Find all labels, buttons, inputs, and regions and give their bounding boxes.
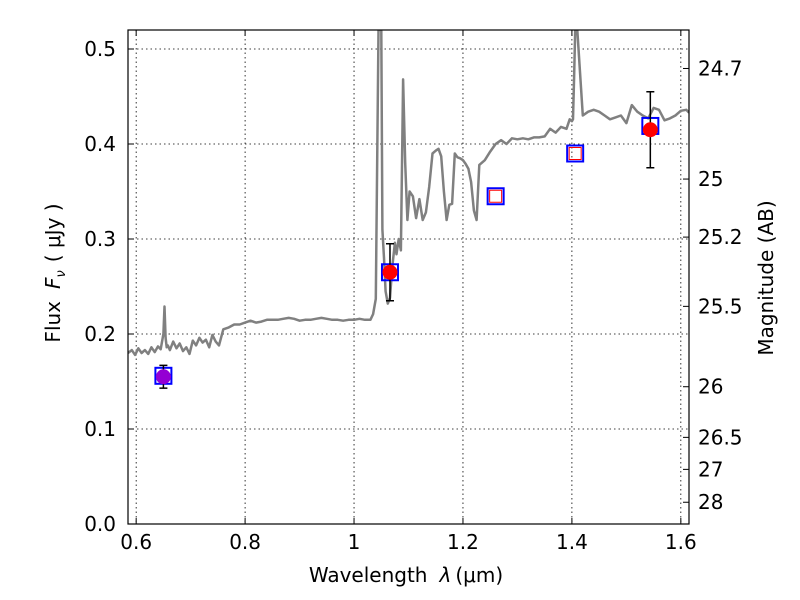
observed-photometry-point	[382, 264, 398, 280]
y-tick-label: 0.5	[84, 37, 116, 61]
x-tick-label: 0.8	[229, 530, 261, 554]
right-tick-label: 24.7	[698, 56, 743, 80]
y-tick-label: 0.4	[84, 132, 116, 156]
y-tick-label: 0.0	[84, 512, 116, 536]
right-tick-label: 28	[698, 490, 723, 514]
right-tick-label: 25	[698, 167, 723, 191]
ticks-layer: 0.6 0.8 1 1.2 1.4 1.6 0.0 0.1 0.2 0.3 0.4 0.5 24.7 25…	[84, 30, 743, 554]
model-photometry-inner-marker	[568, 147, 582, 160]
plot-frame	[127, 29, 690, 525]
right-tick-label: 27	[698, 457, 723, 481]
x-tick-label: 1.4	[556, 530, 588, 554]
x-tick-label: 0.6	[120, 530, 152, 554]
points-layer	[154, 91, 660, 389]
y-axis-label: FluxFν( μJy )	[41, 203, 69, 342]
spectrum-layer	[128, 30, 689, 357]
model-photometry-marker	[566, 144, 585, 163]
y-axis-right-label: Magnitude (AB)	[754, 200, 778, 355]
y-tick-label: 0.1	[84, 417, 116, 441]
grid-layer	[128, 30, 689, 525]
x-tick-label: 1	[348, 530, 361, 554]
y-tick-label: 0.2	[84, 322, 116, 346]
x-tick-label: 1.2	[447, 530, 479, 554]
observed-photometry-point	[155, 369, 171, 385]
y-tick-label: 0.3	[84, 227, 116, 251]
observed-photometry-point	[642, 122, 658, 138]
right-tick-label: 26	[698, 375, 723, 399]
model-photometry-marker	[486, 187, 505, 206]
x-axis-label: Wavelength λ (μm)	[309, 563, 503, 587]
right-tick-label: 26.5	[698, 425, 743, 449]
x-tick-label: 1.6	[665, 530, 697, 554]
model-photometry-inner-marker	[489, 189, 503, 203]
model-spectrum-line	[128, 30, 689, 357]
right-tick-label: 25.5	[698, 294, 743, 318]
right-tick-label: 25.2	[698, 225, 743, 249]
